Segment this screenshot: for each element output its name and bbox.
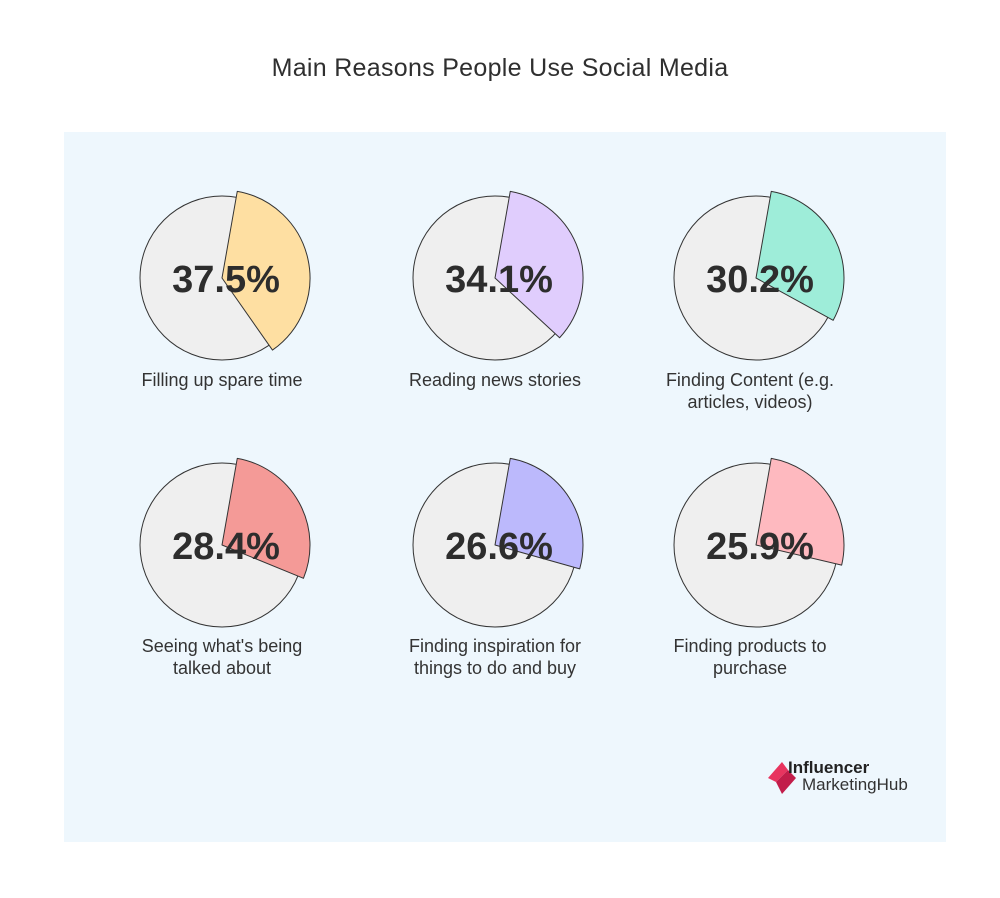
pie-slice bbox=[494, 457, 584, 570]
influencer-marketinghub-logo: Influencer MarketingHub bbox=[766, 758, 926, 798]
pie-slice bbox=[221, 190, 311, 351]
pie-6: 25.9% bbox=[673, 457, 845, 628]
pie-3: 30.2% bbox=[673, 190, 845, 361]
pie-slice bbox=[755, 457, 845, 566]
pie-value-label: 30.2% bbox=[706, 259, 814, 301]
pie-value-label: 25.9% bbox=[706, 526, 814, 568]
chart-title: Main Reasons People Use Social Media bbox=[271, 54, 729, 82]
pie-value-label: 34.1% bbox=[445, 259, 553, 301]
logo-text-line1: Influencer bbox=[788, 758, 870, 777]
pie-category-label: Finding Content (e.g. articles, videos) bbox=[665, 370, 835, 412]
pie-5: 26.6% bbox=[412, 457, 584, 628]
pie-category-label: Finding products to purchase bbox=[673, 636, 827, 678]
pie-2: 34.1% bbox=[412, 190, 584, 361]
pie-category-label: Seeing what's being talked about bbox=[141, 636, 303, 678]
pie-value-label: 28.4% bbox=[172, 526, 280, 568]
pie-slice bbox=[494, 190, 584, 339]
pie-4: 28.4% bbox=[139, 457, 311, 628]
logo-text-line2: MarketingHub bbox=[802, 775, 908, 794]
pie-1: 37.5% bbox=[139, 190, 311, 361]
pie-category-label: Finding inspiration for things to do and… bbox=[408, 636, 582, 678]
pie-category-label: Filling up spare time bbox=[141, 370, 303, 390]
pie-value-label: 37.5% bbox=[172, 259, 280, 301]
pie-category-label: Reading news stories bbox=[408, 370, 582, 390]
pie-value-label: 26.6% bbox=[445, 526, 553, 568]
pie-slice bbox=[755, 190, 845, 321]
logo-mark-icon bbox=[768, 762, 796, 794]
pie-slice bbox=[221, 457, 311, 579]
